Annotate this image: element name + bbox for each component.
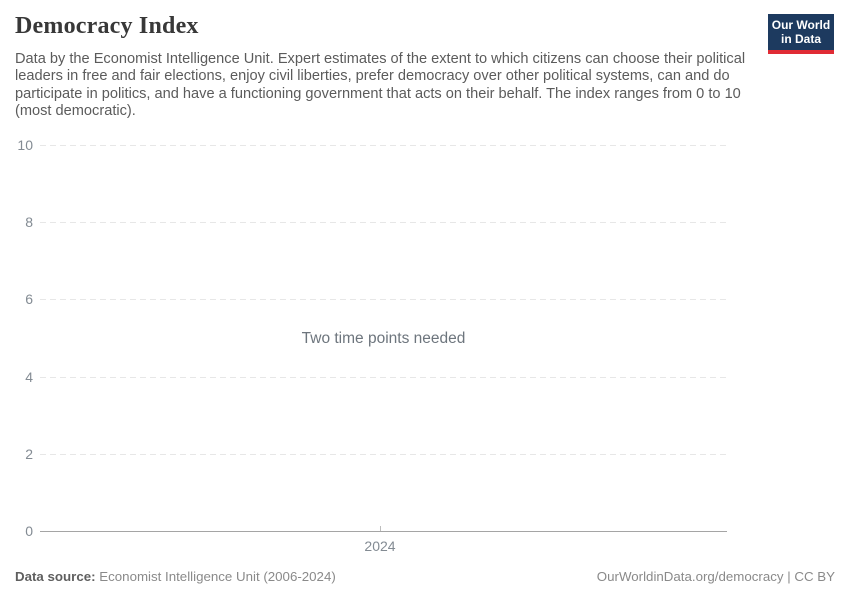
y-tick-label: 10: [17, 137, 33, 153]
owid-logo[interactable]: Our World in Data: [768, 14, 834, 54]
owid-logo-box: Our World in Data: [768, 14, 834, 50]
chart-footer: Data source: Economist Intelligence Unit…: [15, 569, 835, 584]
x-axis-tick-mark: [380, 526, 381, 531]
x-axis-tick-label: 2024: [364, 538, 396, 554]
data-source-label: Data source:: [15, 569, 96, 584]
y-tick-label: 8: [25, 214, 33, 231]
page-title: Democracy Index: [15, 13, 199, 39]
owid-logo-stripe: [768, 50, 834, 54]
y-gridline: [40, 145, 727, 146]
y-tick-label: 0: [25, 523, 33, 539]
y-gridline: [40, 299, 727, 301]
y-tick-label: 4: [25, 368, 33, 385]
y-gridline: [40, 376, 727, 378]
data-source-note: Data source: Economist Intelligence Unit…: [15, 569, 336, 584]
owid-logo-line1: Our World: [771, 18, 831, 32]
y-tick-label: 2: [25, 445, 33, 462]
owid-credit-link[interactable]: OurWorldinData.org/democracy | CC BY: [596, 569, 835, 584]
x-axis-line: [40, 531, 727, 532]
chart-subtitle: Data by the Economist Intelligence Unit.…: [15, 51, 746, 119]
y-gridline: [40, 453, 727, 455]
empty-state-message: Two time points needed: [301, 330, 466, 347]
y-gridline: [40, 222, 727, 224]
y-tick-label: 6: [25, 291, 33, 308]
data-source-value: Economist Intelligence Unit (2006-2024): [95, 569, 336, 584]
owid-logo-line2: in Data: [780, 32, 821, 46]
